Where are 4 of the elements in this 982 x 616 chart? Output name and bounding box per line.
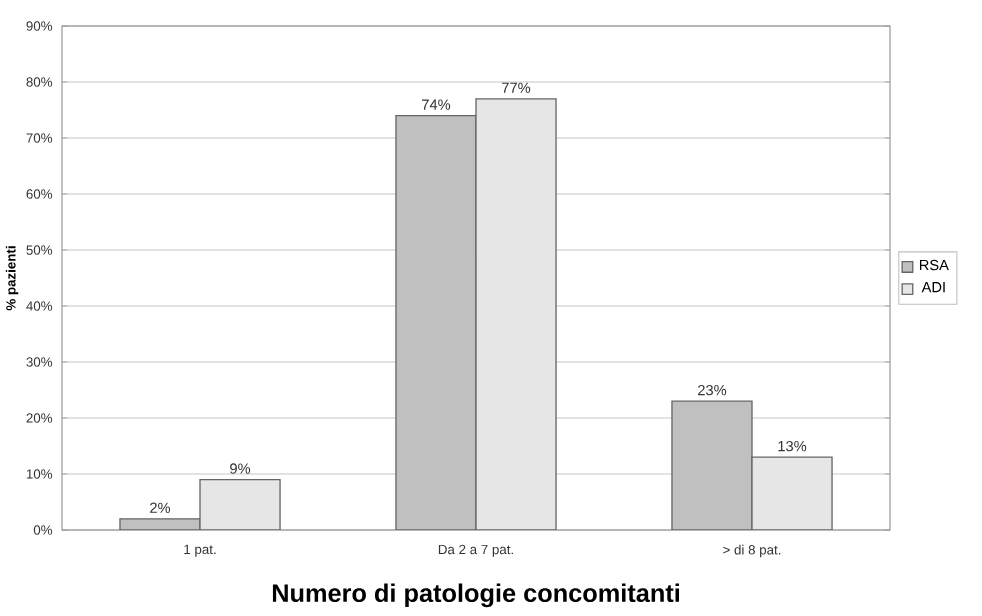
bar (751, 456, 833, 530)
bar (199, 478, 281, 530)
x-axis-title: Numero di patologie concomitanti (272, 583, 679, 608)
bar (475, 98, 557, 530)
